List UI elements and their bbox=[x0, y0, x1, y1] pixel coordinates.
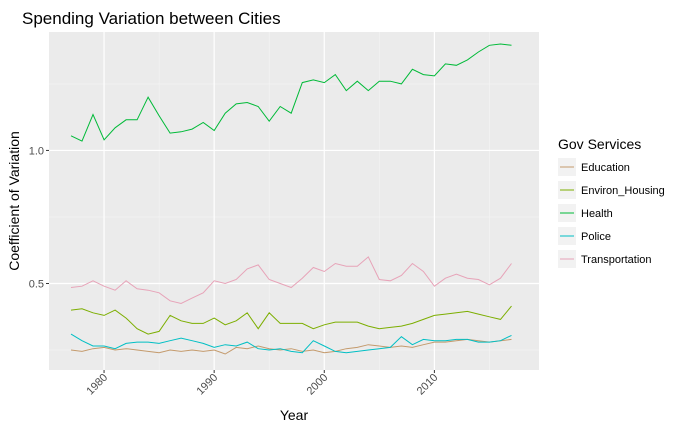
legend-title: Gov Services bbox=[558, 136, 641, 152]
legend: Gov Services Education Environ_Housing Hea… bbox=[558, 136, 665, 268]
y-axis: 0.5 1.0 bbox=[29, 145, 49, 291]
x-tick-label: 1990 bbox=[194, 372, 220, 398]
legend-item: Education bbox=[558, 158, 630, 176]
plot-panel bbox=[49, 32, 539, 370]
y-tick-label: 0.5 bbox=[29, 279, 44, 291]
legend-label: Environ_Housing bbox=[581, 185, 665, 197]
series-line-police bbox=[70, 333, 512, 354]
series-line-health bbox=[70, 43, 512, 142]
x-axis: 1980 1990 2000 2010 bbox=[84, 370, 441, 398]
x-tick-label: 2000 bbox=[305, 372, 331, 398]
y-tick-label: 1.0 bbox=[29, 145, 44, 157]
chart-title: Spending Variation between Cities bbox=[22, 9, 281, 28]
legend-label: Health bbox=[581, 208, 613, 220]
legend-item: Environ_Housing bbox=[558, 181, 665, 199]
series-line-transportation bbox=[70, 256, 512, 305]
series-line-education bbox=[70, 338, 512, 355]
legend-label: Transportation bbox=[581, 254, 652, 266]
legend-item: Health bbox=[558, 204, 613, 222]
y-axis-title: Coefficient of Variation bbox=[6, 131, 22, 271]
legend-label: Education bbox=[581, 162, 630, 174]
legend-item: Transportation bbox=[558, 250, 652, 268]
x-tick-label: 2010 bbox=[415, 372, 441, 398]
x-tick-label: 1980 bbox=[84, 372, 110, 398]
legend-label: Police bbox=[581, 231, 611, 243]
x-axis-title: Year bbox=[280, 407, 309, 423]
series-lines bbox=[70, 43, 512, 355]
series-line-environ-housing bbox=[70, 305, 512, 335]
legend-item: Police bbox=[558, 227, 611, 245]
